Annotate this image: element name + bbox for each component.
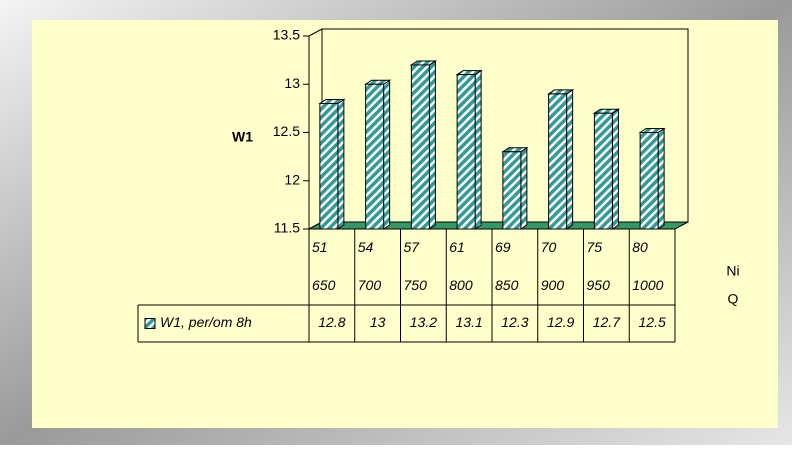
table-value: 12.7 xyxy=(593,314,621,330)
bar-front xyxy=(365,83,385,230)
bar xyxy=(501,146,529,230)
bar xyxy=(455,69,483,230)
table-value: 13.2 xyxy=(410,314,437,330)
bar-side xyxy=(383,79,391,230)
y-axis-title: W1 xyxy=(232,129,253,145)
category-label: 54 xyxy=(358,239,374,255)
y-tick-label: 12 xyxy=(284,171,300,187)
bar xyxy=(546,88,575,230)
category-label: 69 xyxy=(495,239,511,255)
category-label: 700 xyxy=(358,277,382,293)
category-label: 80 xyxy=(632,239,648,255)
bar-side xyxy=(566,88,574,230)
table-value: 12.3 xyxy=(501,314,528,330)
x-axis-title: Ni xyxy=(726,263,739,279)
bar-front xyxy=(548,93,568,230)
bar-front xyxy=(639,132,659,230)
bar xyxy=(592,108,621,230)
category-label: 75 xyxy=(587,239,603,255)
y-tick-label: 12.5 xyxy=(273,123,300,139)
bar-side xyxy=(520,146,528,230)
bar-side xyxy=(337,98,345,230)
table-value: 12.9 xyxy=(547,314,574,330)
bar-front xyxy=(456,74,476,230)
bar xyxy=(409,60,438,230)
legend-key xyxy=(144,318,156,329)
category-label: 900 xyxy=(541,277,565,293)
category-label: 57 xyxy=(404,239,421,255)
category-label: 51 xyxy=(312,239,328,255)
bar xyxy=(318,98,346,230)
bar-side xyxy=(657,127,665,230)
category-label: 800 xyxy=(449,277,473,293)
y-tick-label: 13 xyxy=(284,75,300,91)
category-label: 61 xyxy=(449,239,465,255)
bar-side xyxy=(428,60,436,230)
bar-side xyxy=(611,108,619,230)
bar-front xyxy=(593,112,613,230)
category-label: 950 xyxy=(587,277,611,293)
bar-side xyxy=(474,69,482,230)
table-value: 12.8 xyxy=(318,314,345,330)
bar-front xyxy=(502,151,522,230)
category-label: 750 xyxy=(404,277,428,293)
bar xyxy=(638,127,666,230)
bar-front xyxy=(319,103,339,230)
x-axis-title: Q xyxy=(728,291,739,307)
table-value: 13.1 xyxy=(456,314,483,330)
category-label: 650 xyxy=(312,277,336,293)
bar-front xyxy=(410,64,430,230)
y-tick-label: 13.5 xyxy=(273,27,300,43)
table-value: 13 xyxy=(370,314,386,330)
y-tick-label: 11.5 xyxy=(274,220,300,236)
category-label: 1000 xyxy=(632,277,663,293)
bar xyxy=(363,79,392,230)
table-value: 12.5 xyxy=(639,314,666,330)
legend-label: W1, per/om 8h xyxy=(160,314,252,330)
category-label: 70 xyxy=(541,239,557,255)
category-label: 850 xyxy=(495,277,519,293)
